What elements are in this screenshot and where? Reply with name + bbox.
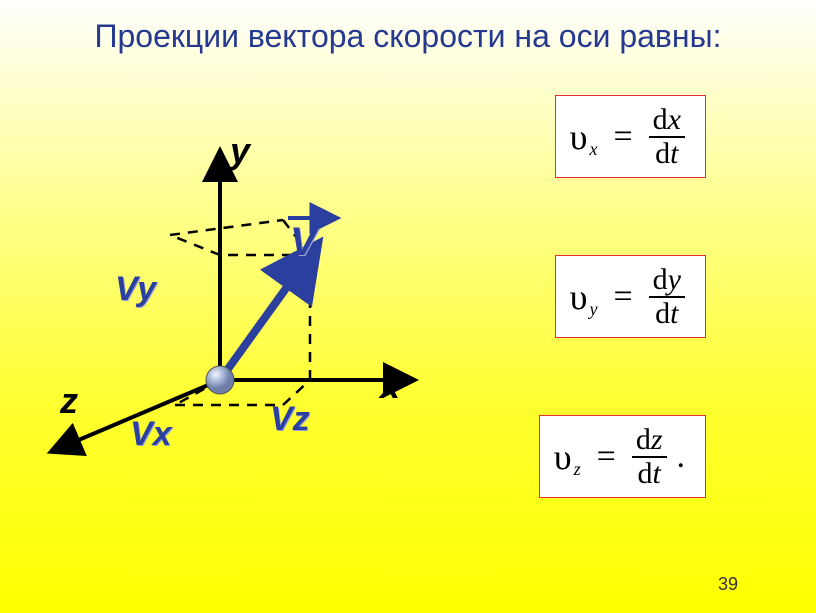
equals-sign: =	[613, 118, 632, 156]
vz-label: Vz	[270, 400, 310, 439]
z-axis-label: z	[60, 380, 78, 422]
formula-vz: υz = dz dt .	[539, 415, 706, 498]
vector-label: V	[290, 220, 317, 265]
velocity-vector	[220, 255, 310, 380]
fraction: dx dt	[649, 104, 685, 169]
vy-label: Vy	[115, 270, 156, 309]
x-axis-label: x	[380, 365, 400, 407]
projection-lines	[170, 220, 310, 405]
sym-upsilon: υ	[570, 116, 588, 158]
formula-vx: υx = dx dt	[555, 95, 706, 178]
vx-label: Vx	[130, 415, 172, 454]
page-title: Проекции вектора скорости на оси равны:	[95, 18, 722, 55]
formula-vy: υy = dy dt	[555, 255, 706, 338]
vector-diagram: x y z V Vx Vy Vz	[30, 120, 450, 500]
axes-svg	[30, 120, 450, 500]
trailing-dot: .	[677, 438, 686, 476]
y-axis-label: y	[230, 130, 250, 172]
page-number: 39	[718, 574, 738, 595]
origin-sphere	[206, 366, 234, 394]
